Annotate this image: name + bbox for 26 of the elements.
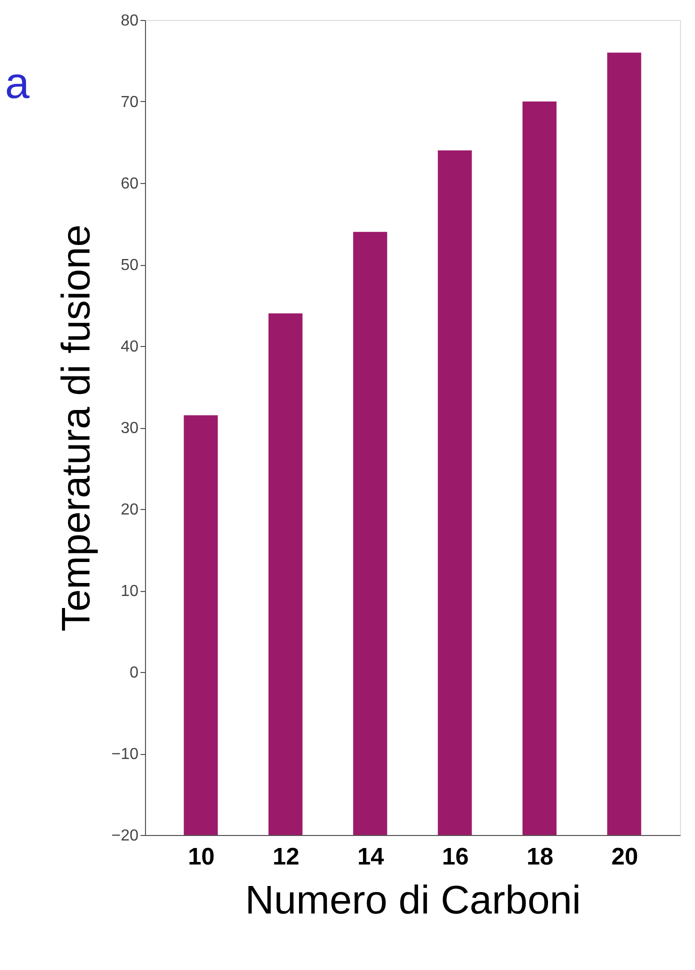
x-tick-label: 16: [442, 844, 469, 870]
y-tick-label: 80: [120, 12, 139, 30]
bar: [438, 150, 472, 835]
x-tick-label: 12: [272, 844, 300, 870]
x-tick-label: 10: [188, 844, 215, 870]
y-tick-label: −20: [111, 828, 139, 844]
bar: [184, 415, 218, 835]
x-tick-label: 14: [357, 844, 385, 870]
bar: [607, 52, 642, 835]
bar: [268, 313, 302, 835]
bar: [522, 102, 557, 835]
y-tick-label: 20: [120, 502, 139, 518]
y-tick-label: 70: [120, 94, 139, 111]
x-tick-label: 20: [611, 844, 638, 870]
x-axis-title: Numero di Carboni: [245, 878, 581, 922]
y-tick-label: 10: [120, 583, 139, 600]
x-tick-label: 18: [526, 844, 554, 870]
y-axis-title: Temperatura di fusione: [54, 224, 98, 632]
y-tick-label: 30: [120, 420, 139, 437]
y-tick-label: 0: [130, 664, 139, 682]
y-tick-label: 40: [120, 338, 139, 356]
text: a: [5, 59, 30, 108]
y-tick-label: 50: [120, 257, 139, 274]
y-tick-label: −10: [111, 746, 139, 763]
y-tick-label: 60: [120, 176, 139, 192]
bar: [353, 232, 388, 835]
